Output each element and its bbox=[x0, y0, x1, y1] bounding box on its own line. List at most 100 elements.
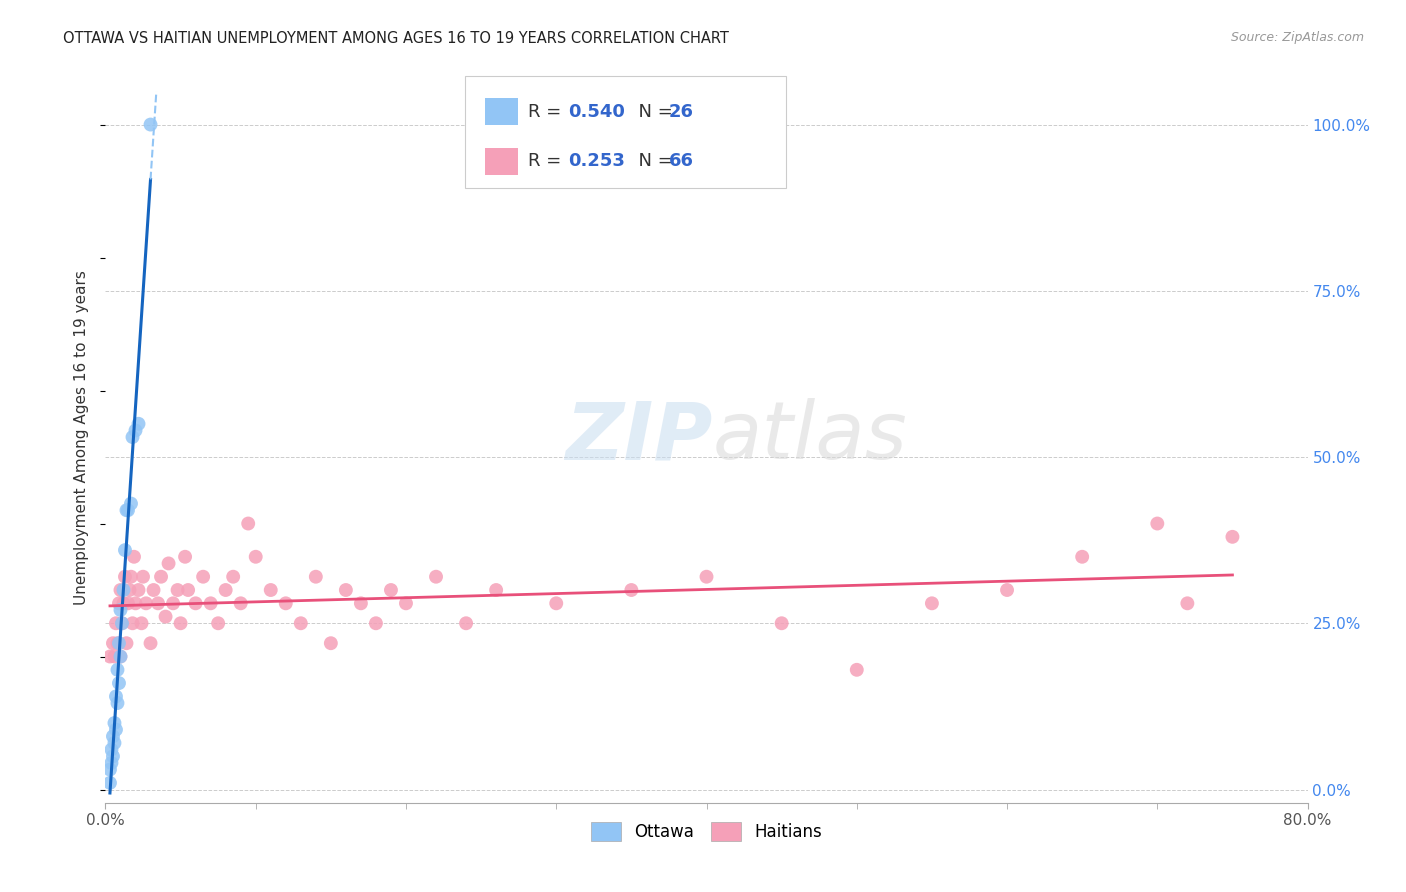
Point bbox=[98, 763, 121, 777]
Point bbox=[150, 570, 173, 584]
Point bbox=[995, 582, 1018, 597]
Point bbox=[115, 636, 138, 650]
Point bbox=[114, 543, 136, 558]
Point bbox=[395, 596, 418, 610]
Point bbox=[177, 582, 200, 597]
Point bbox=[921, 596, 943, 610]
Point bbox=[117, 503, 139, 517]
Point bbox=[104, 690, 127, 704]
Point bbox=[110, 649, 132, 664]
Point bbox=[103, 649, 125, 664]
Point bbox=[305, 570, 328, 584]
Point bbox=[121, 616, 143, 631]
Point bbox=[131, 616, 153, 631]
Text: 26: 26 bbox=[669, 103, 695, 120]
Point bbox=[107, 696, 129, 710]
Point bbox=[274, 596, 297, 610]
Point bbox=[770, 616, 793, 631]
Point bbox=[110, 649, 132, 664]
Point bbox=[350, 596, 373, 610]
Point bbox=[104, 616, 127, 631]
Point bbox=[245, 549, 267, 564]
Point bbox=[1177, 596, 1199, 610]
Text: 66: 66 bbox=[669, 153, 695, 170]
Point bbox=[128, 582, 150, 597]
Text: atlas: atlas bbox=[713, 398, 907, 476]
Point bbox=[110, 603, 132, 617]
Point bbox=[101, 749, 124, 764]
Point bbox=[456, 616, 478, 631]
Point bbox=[319, 636, 342, 650]
Point bbox=[124, 596, 146, 610]
Legend: Ottawa, Haitians: Ottawa, Haitians bbox=[582, 814, 831, 849]
Point bbox=[107, 663, 129, 677]
Point bbox=[364, 616, 387, 631]
Point bbox=[696, 570, 718, 584]
Point bbox=[108, 596, 131, 610]
Point bbox=[122, 549, 145, 564]
Point bbox=[146, 596, 169, 610]
Text: R =: R = bbox=[529, 103, 568, 120]
Point bbox=[207, 616, 229, 631]
Y-axis label: Unemployment Among Ages 16 to 19 years: Unemployment Among Ages 16 to 19 years bbox=[75, 269, 90, 605]
Point bbox=[1071, 549, 1094, 564]
Point bbox=[103, 716, 125, 731]
Point bbox=[114, 570, 136, 584]
Point bbox=[111, 616, 134, 631]
Point bbox=[112, 582, 135, 597]
Point bbox=[184, 596, 207, 610]
Point bbox=[135, 596, 157, 610]
Point bbox=[214, 582, 236, 597]
Text: N =: N = bbox=[627, 153, 678, 170]
Point bbox=[139, 118, 162, 132]
Point bbox=[101, 729, 124, 743]
Point bbox=[620, 582, 643, 597]
Text: R =: R = bbox=[529, 153, 568, 170]
Point bbox=[1146, 516, 1168, 531]
Point bbox=[115, 503, 138, 517]
Point bbox=[380, 582, 402, 597]
Point bbox=[229, 596, 252, 610]
Text: OTTAWA VS HAITIAN UNEMPLOYMENT AMONG AGES 16 TO 19 YEARS CORRELATION CHART: OTTAWA VS HAITIAN UNEMPLOYMENT AMONG AGE… bbox=[63, 31, 730, 46]
Point bbox=[111, 616, 134, 631]
Point bbox=[118, 582, 141, 597]
Point bbox=[132, 570, 155, 584]
Point bbox=[100, 756, 122, 770]
Point bbox=[108, 676, 131, 690]
Point bbox=[191, 570, 214, 584]
Point bbox=[166, 582, 188, 597]
Point bbox=[425, 570, 447, 584]
Text: 0.253: 0.253 bbox=[568, 153, 624, 170]
Point bbox=[98, 649, 121, 664]
Point bbox=[100, 742, 122, 756]
Text: ZIP: ZIP bbox=[565, 398, 713, 476]
Point bbox=[238, 516, 260, 531]
Point bbox=[1222, 530, 1244, 544]
Point bbox=[290, 616, 312, 631]
Point bbox=[103, 736, 125, 750]
Text: N =: N = bbox=[627, 103, 678, 120]
Point bbox=[107, 636, 129, 650]
Point bbox=[157, 557, 180, 571]
Point bbox=[162, 596, 184, 610]
Point bbox=[142, 582, 165, 597]
Point bbox=[155, 609, 177, 624]
Point bbox=[485, 582, 508, 597]
Point bbox=[139, 636, 162, 650]
Point bbox=[128, 417, 150, 431]
Point bbox=[112, 596, 135, 610]
Point bbox=[108, 636, 131, 650]
Point bbox=[174, 549, 197, 564]
Point bbox=[845, 663, 868, 677]
Point bbox=[120, 570, 142, 584]
Point bbox=[121, 430, 143, 444]
Point bbox=[260, 582, 283, 597]
Point bbox=[546, 596, 568, 610]
Point bbox=[98, 776, 121, 790]
Text: Source: ZipAtlas.com: Source: ZipAtlas.com bbox=[1230, 31, 1364, 45]
Text: 0.540: 0.540 bbox=[568, 103, 624, 120]
Point bbox=[124, 424, 146, 438]
Point bbox=[335, 582, 357, 597]
Point bbox=[222, 570, 245, 584]
Point bbox=[169, 616, 191, 631]
